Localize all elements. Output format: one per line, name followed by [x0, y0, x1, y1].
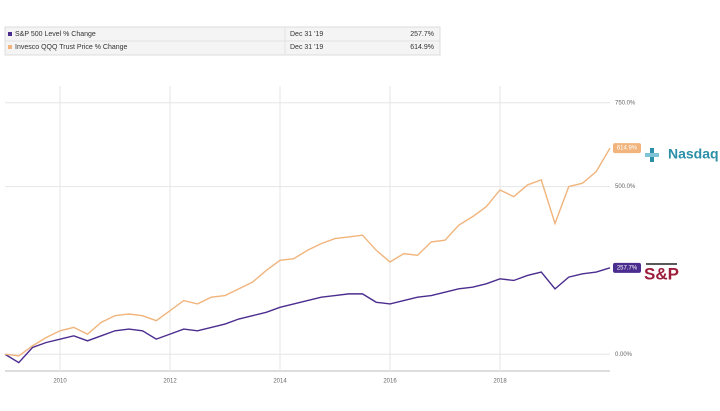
y-tick-label: 750.0% [615, 100, 636, 106]
legend-date: Dec 31 '19 [290, 44, 323, 51]
legend-swatch [8, 45, 12, 49]
end-label: 614.9% [617, 146, 638, 152]
legend-name: Invesco QQQ Trust Price % Change [15, 44, 128, 51]
legend-value: 614.9% [410, 44, 434, 51]
y-tick-label: 500.0% [615, 184, 636, 190]
logo-bar [645, 153, 659, 157]
series-line [4, 267, 611, 364]
end-label-box [613, 143, 641, 154]
legend-value: 257.7% [410, 31, 434, 38]
x-tick-label: 2010 [53, 379, 67, 385]
x-tick-label: 2018 [493, 379, 507, 385]
end-label-box [613, 262, 641, 273]
x-tick-label: 2016 [383, 379, 397, 385]
annotation: S&P [644, 264, 679, 283]
end-label: 257.7% [617, 265, 638, 271]
x-tick-label: 2014 [273, 379, 287, 385]
legend-name: S&P 500 Level % Change [15, 31, 96, 38]
series-line [4, 147, 611, 357]
legend-date: Dec 31 '19 [290, 31, 323, 38]
legend-swatch [8, 32, 12, 36]
x-tick-label: 2012 [163, 379, 177, 385]
annotation: Nasdaq [668, 146, 719, 162]
nasdaq-logo: Nasdaq [645, 146, 719, 162]
y-tick-label: 0.00% [615, 352, 633, 358]
